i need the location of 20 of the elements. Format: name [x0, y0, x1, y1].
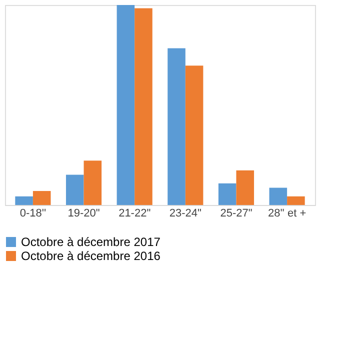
bar: [84, 160, 102, 205]
x-tick-label: 23-24": [169, 208, 202, 220]
x-tick-label: 19-20": [68, 208, 100, 220]
bar: [15, 196, 33, 205]
legend-label: Octobre à décembre 2017: [21, 235, 161, 249]
legend-label: Octobre à décembre 2016: [21, 249, 161, 263]
bar: [32, 191, 51, 205]
x-tick-label: 25-27": [220, 208, 252, 220]
bar: [116, 5, 135, 205]
bar: [66, 174, 84, 205]
x-tick-label: 21-22": [118, 208, 151, 220]
bar: [134, 8, 152, 205]
x-tick-label: 28'' et +: [268, 208, 306, 220]
bar: [287, 196, 305, 205]
bar: [269, 188, 288, 205]
bar: [168, 48, 186, 205]
x-tick-label: 0-18'': [20, 208, 46, 220]
bar: [236, 170, 254, 205]
bar: [185, 66, 204, 205]
bar: [218, 183, 236, 205]
